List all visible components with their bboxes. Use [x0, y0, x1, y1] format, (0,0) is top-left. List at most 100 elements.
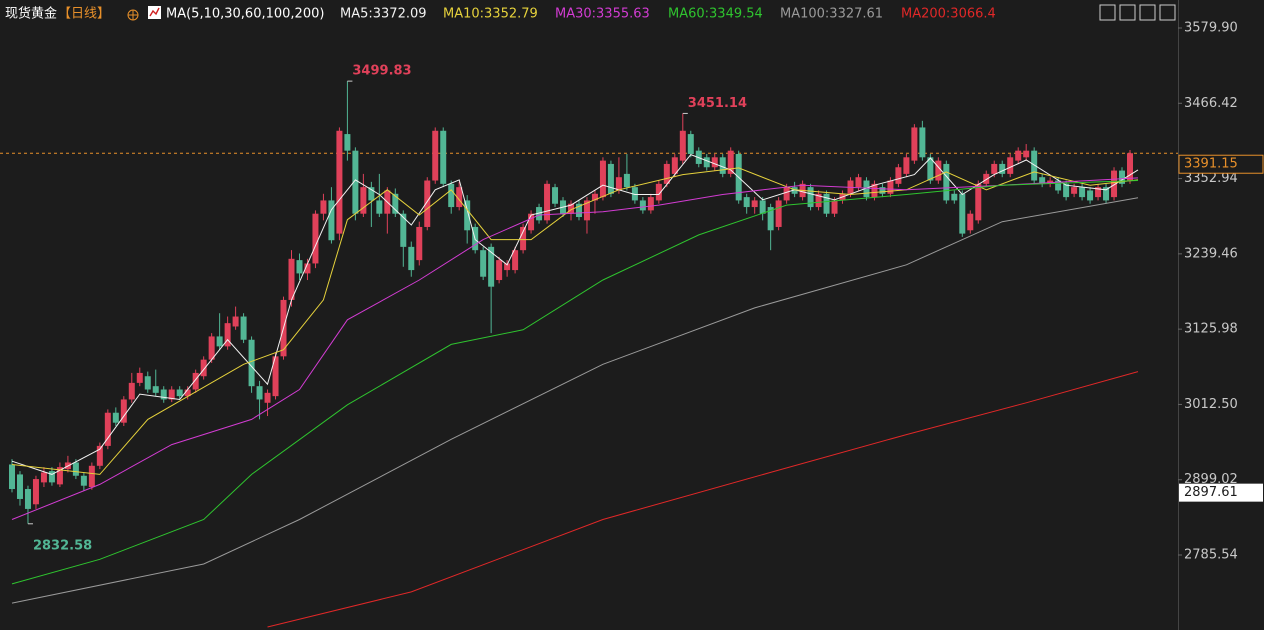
candle-body [256, 386, 263, 400]
candle-body [200, 359, 207, 377]
candle-body [663, 163, 670, 184]
candle-body [727, 150, 734, 174]
candle-body [615, 177, 622, 191]
candle-body [112, 412, 119, 423]
candle-body [687, 134, 694, 154]
candle-body [304, 263, 311, 274]
candle-body [1063, 183, 1070, 198]
tool-button[interactable] [1139, 4, 1156, 21]
candle-body [88, 465, 95, 488]
candle-body [208, 336, 215, 360]
y-tick-label: 3579.90 [1184, 20, 1238, 35]
tool-button[interactable] [1119, 4, 1136, 21]
tool-button[interactable] [1159, 4, 1176, 21]
candle-body [607, 163, 614, 194]
candle-body [1023, 150, 1030, 158]
y-tick-label: 3352.94 [1184, 171, 1238, 186]
candle-body [376, 200, 383, 214]
candle-body [480, 250, 487, 277]
legend-entry: MA200:3066.4 [901, 7, 996, 22]
candle-body [991, 163, 998, 174]
candle-body [416, 226, 423, 261]
toolbar [1099, 4, 1176, 21]
candle-body [943, 163, 950, 201]
marker-price-label: 2897.61 [1184, 485, 1238, 500]
candle-body [967, 213, 974, 231]
candle-body [623, 173, 630, 188]
add-icon[interactable] [127, 9, 139, 21]
candle-body [1111, 170, 1118, 198]
candle-body [128, 382, 135, 400]
ma-line [11, 177, 1139, 520]
candle-body [591, 193, 598, 201]
candle-body [1103, 187, 1110, 201]
candle-body [767, 207, 774, 231]
candle-body [496, 260, 503, 281]
candle-body [312, 213, 319, 264]
candle-body [176, 389, 183, 397]
candle-body [751, 200, 758, 208]
candle-body [48, 471, 55, 483]
candle-body [791, 187, 798, 194]
candle-body [807, 187, 814, 208]
candle-body [655, 183, 662, 201]
candle-body [272, 356, 279, 397]
y-tick-label: 3012.50 [1184, 397, 1238, 412]
candle-body [719, 157, 726, 174]
candle-body [775, 200, 782, 227]
tool-button[interactable] [1099, 4, 1116, 21]
candle-body [320, 200, 327, 214]
ma-line [11, 167, 1139, 475]
candle-body [32, 479, 39, 505]
legend-entry: MA30:3355.63 [555, 7, 650, 22]
candle-body [168, 389, 175, 400]
candle-body [40, 472, 47, 483]
candle-body [248, 339, 255, 387]
annotation-label: 2832.58 [33, 538, 92, 553]
candle-body [240, 316, 247, 340]
candle-body [136, 372, 143, 383]
candle-body [1039, 177, 1046, 184]
candle-body [424, 180, 431, 227]
candle-body [671, 157, 678, 174]
indicator-label: MA(5,10,30,60,100,200) [166, 7, 324, 22]
candle-body [568, 203, 574, 214]
candle-body [575, 203, 582, 218]
candle-body [400, 213, 407, 247]
y-tick-label: 3466.42 [1184, 96, 1238, 111]
ma-line [11, 180, 1139, 585]
candle-body [96, 445, 103, 466]
candle-body [895, 167, 902, 184]
candle-body [488, 246, 495, 287]
candle-body [184, 389, 191, 397]
ma-line [267, 371, 1139, 628]
candle-body [160, 389, 167, 400]
candle-body [887, 180, 894, 194]
y-tick-label: 2899.02 [1184, 472, 1238, 487]
candle-body [1055, 180, 1062, 191]
period-label: 【日线】 [58, 7, 110, 22]
candle-body [24, 489, 31, 509]
candle-body [1079, 187, 1086, 198]
candle-body [360, 187, 367, 214]
y-tick-label: 3125.98 [1184, 322, 1238, 337]
legend-entry: MA100:3327.61 [780, 7, 883, 22]
candle-body [408, 246, 415, 271]
candle-body [1007, 157, 1014, 174]
legend-entry: MA10:3352.79 [443, 7, 538, 22]
candle-body [368, 187, 375, 201]
candle-body [16, 474, 23, 499]
candle-body [759, 200, 766, 214]
candle-body [679, 130, 686, 161]
candle-body [9, 464, 15, 490]
candle-body [296, 260, 303, 274]
candle-body [647, 197, 654, 211]
indicator-icon[interactable] [148, 6, 161, 19]
candle-body [56, 467, 63, 485]
candle-body [815, 193, 822, 208]
candle-body [599, 160, 606, 198]
candle-body [935, 160, 942, 181]
legend-entry: MA60:3349.54 [668, 7, 763, 22]
